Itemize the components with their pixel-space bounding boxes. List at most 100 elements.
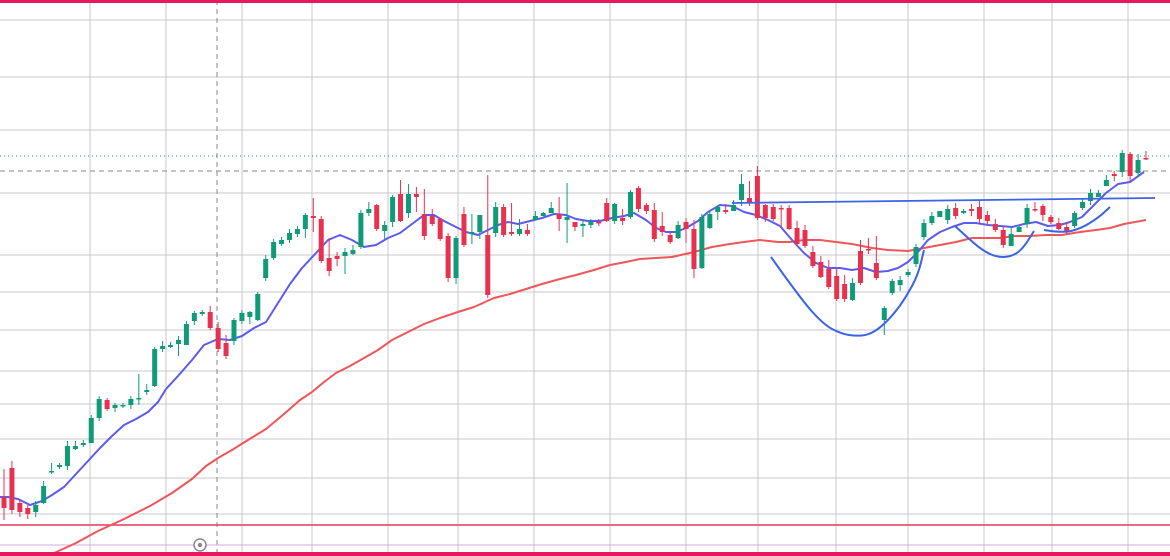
- candle-body: [897, 280, 903, 285]
- candle-body: [739, 184, 745, 200]
- candle-up: [57, 463, 63, 469]
- candle-up: [945, 205, 951, 224]
- candle-body: [762, 205, 768, 218]
- candle-down: [1056, 218, 1062, 230]
- candle-up: [739, 174, 745, 206]
- candle-body: [445, 236, 451, 278]
- candle-body: [509, 232, 515, 234]
- candle-body: [731, 205, 737, 211]
- candle-body: [80, 443, 86, 445]
- candle-body: [834, 276, 840, 299]
- candle-body: [358, 213, 364, 247]
- candle-body: [136, 398, 142, 400]
- candle-body: [263, 259, 269, 278]
- candle-body: [9, 468, 15, 510]
- candle-body: [683, 222, 689, 229]
- candle-body: [620, 218, 626, 221]
- candle-body: [326, 258, 332, 271]
- candle-body: [1135, 160, 1141, 173]
- candle-body: [1040, 206, 1046, 215]
- candle-up: [33, 501, 39, 517]
- candle-body: [604, 203, 610, 221]
- candle-body: [390, 197, 396, 222]
- candle-body: [175, 340, 181, 344]
- candle-up: [540, 212, 546, 216]
- candle-up: [548, 202, 554, 213]
- candle-body: [477, 215, 483, 232]
- candle-body: [342, 252, 348, 256]
- candle-up: [588, 219, 594, 228]
- candle-down: [501, 204, 507, 237]
- candle-down: [873, 236, 879, 280]
- candle-down: [398, 180, 404, 222]
- candle-body: [691, 229, 697, 269]
- candle-body: [247, 312, 253, 317]
- candle-body: [612, 204, 618, 221]
- candle-body: [382, 225, 388, 231]
- candle-body: [699, 217, 705, 268]
- candle-up: [350, 245, 356, 255]
- candle-body: [667, 235, 673, 242]
- candle-body: [239, 313, 245, 321]
- candle-down: [969, 204, 975, 216]
- candle-up: [80, 440, 86, 447]
- candle-down: [802, 225, 808, 248]
- candle-up: [516, 219, 522, 236]
- candle-up: [929, 212, 935, 225]
- candle-body: [310, 216, 316, 218]
- candle-body: [881, 308, 887, 320]
- candle-up: [1080, 199, 1086, 210]
- candle-down: [604, 198, 610, 222]
- candle-down: [818, 256, 824, 278]
- handle-pattern-curve-secondary: [1043, 206, 1111, 233]
- candle-up: [405, 184, 411, 218]
- candle-body: [596, 222, 602, 224]
- candle-up: [390, 195, 396, 227]
- candle-up: [191, 311, 197, 325]
- candle-down: [770, 204, 776, 221]
- candle-body: [366, 209, 372, 213]
- candle-up: [913, 244, 919, 267]
- candle-body: [104, 400, 110, 409]
- settings-marker-layer[interactable]: [193, 538, 207, 552]
- candle-down: [596, 219, 602, 226]
- candle-body: [786, 208, 792, 229]
- candle-up: [1135, 154, 1141, 177]
- candle-up: [247, 311, 253, 324]
- moving-average-fast-line: [0, 171, 1145, 506]
- candle-body: [64, 446, 70, 466]
- candle-body: [1, 497, 7, 508]
- neckline-trendline: [731, 197, 1156, 204]
- candle-body: [850, 283, 856, 300]
- candle-up: [168, 342, 174, 348]
- candle-body: [1048, 217, 1054, 222]
- candle-up: [302, 213, 308, 238]
- candle-body: [231, 320, 237, 341]
- candle-up: [255, 292, 261, 321]
- candle-up: [1087, 189, 1093, 205]
- candle-body: [937, 211, 943, 217]
- candle-body: [493, 207, 499, 233]
- candle-body: [1127, 154, 1133, 176]
- candle-body: [651, 210, 657, 239]
- candle-down: [865, 238, 871, 254]
- moving-average-slow-line: [51, 219, 1147, 555]
- candle-body: [461, 214, 467, 245]
- candle-up: [961, 209, 967, 214]
- candle-up: [144, 384, 150, 395]
- candle-down: [445, 233, 451, 282]
- candle-up: [1095, 190, 1101, 197]
- candle-down: [374, 204, 380, 231]
- candle-down: [858, 240, 863, 285]
- candle-body: [643, 205, 649, 211]
- candle-up: [128, 396, 134, 409]
- candle-body: [120, 405, 126, 407]
- candle-up: [279, 237, 285, 246]
- candle-body: [207, 312, 213, 328]
- candle-up: [112, 403, 118, 412]
- candle-down: [953, 203, 959, 219]
- candle-up: [152, 347, 158, 387]
- candle-down: [667, 232, 673, 244]
- candle-body: [580, 224, 586, 226]
